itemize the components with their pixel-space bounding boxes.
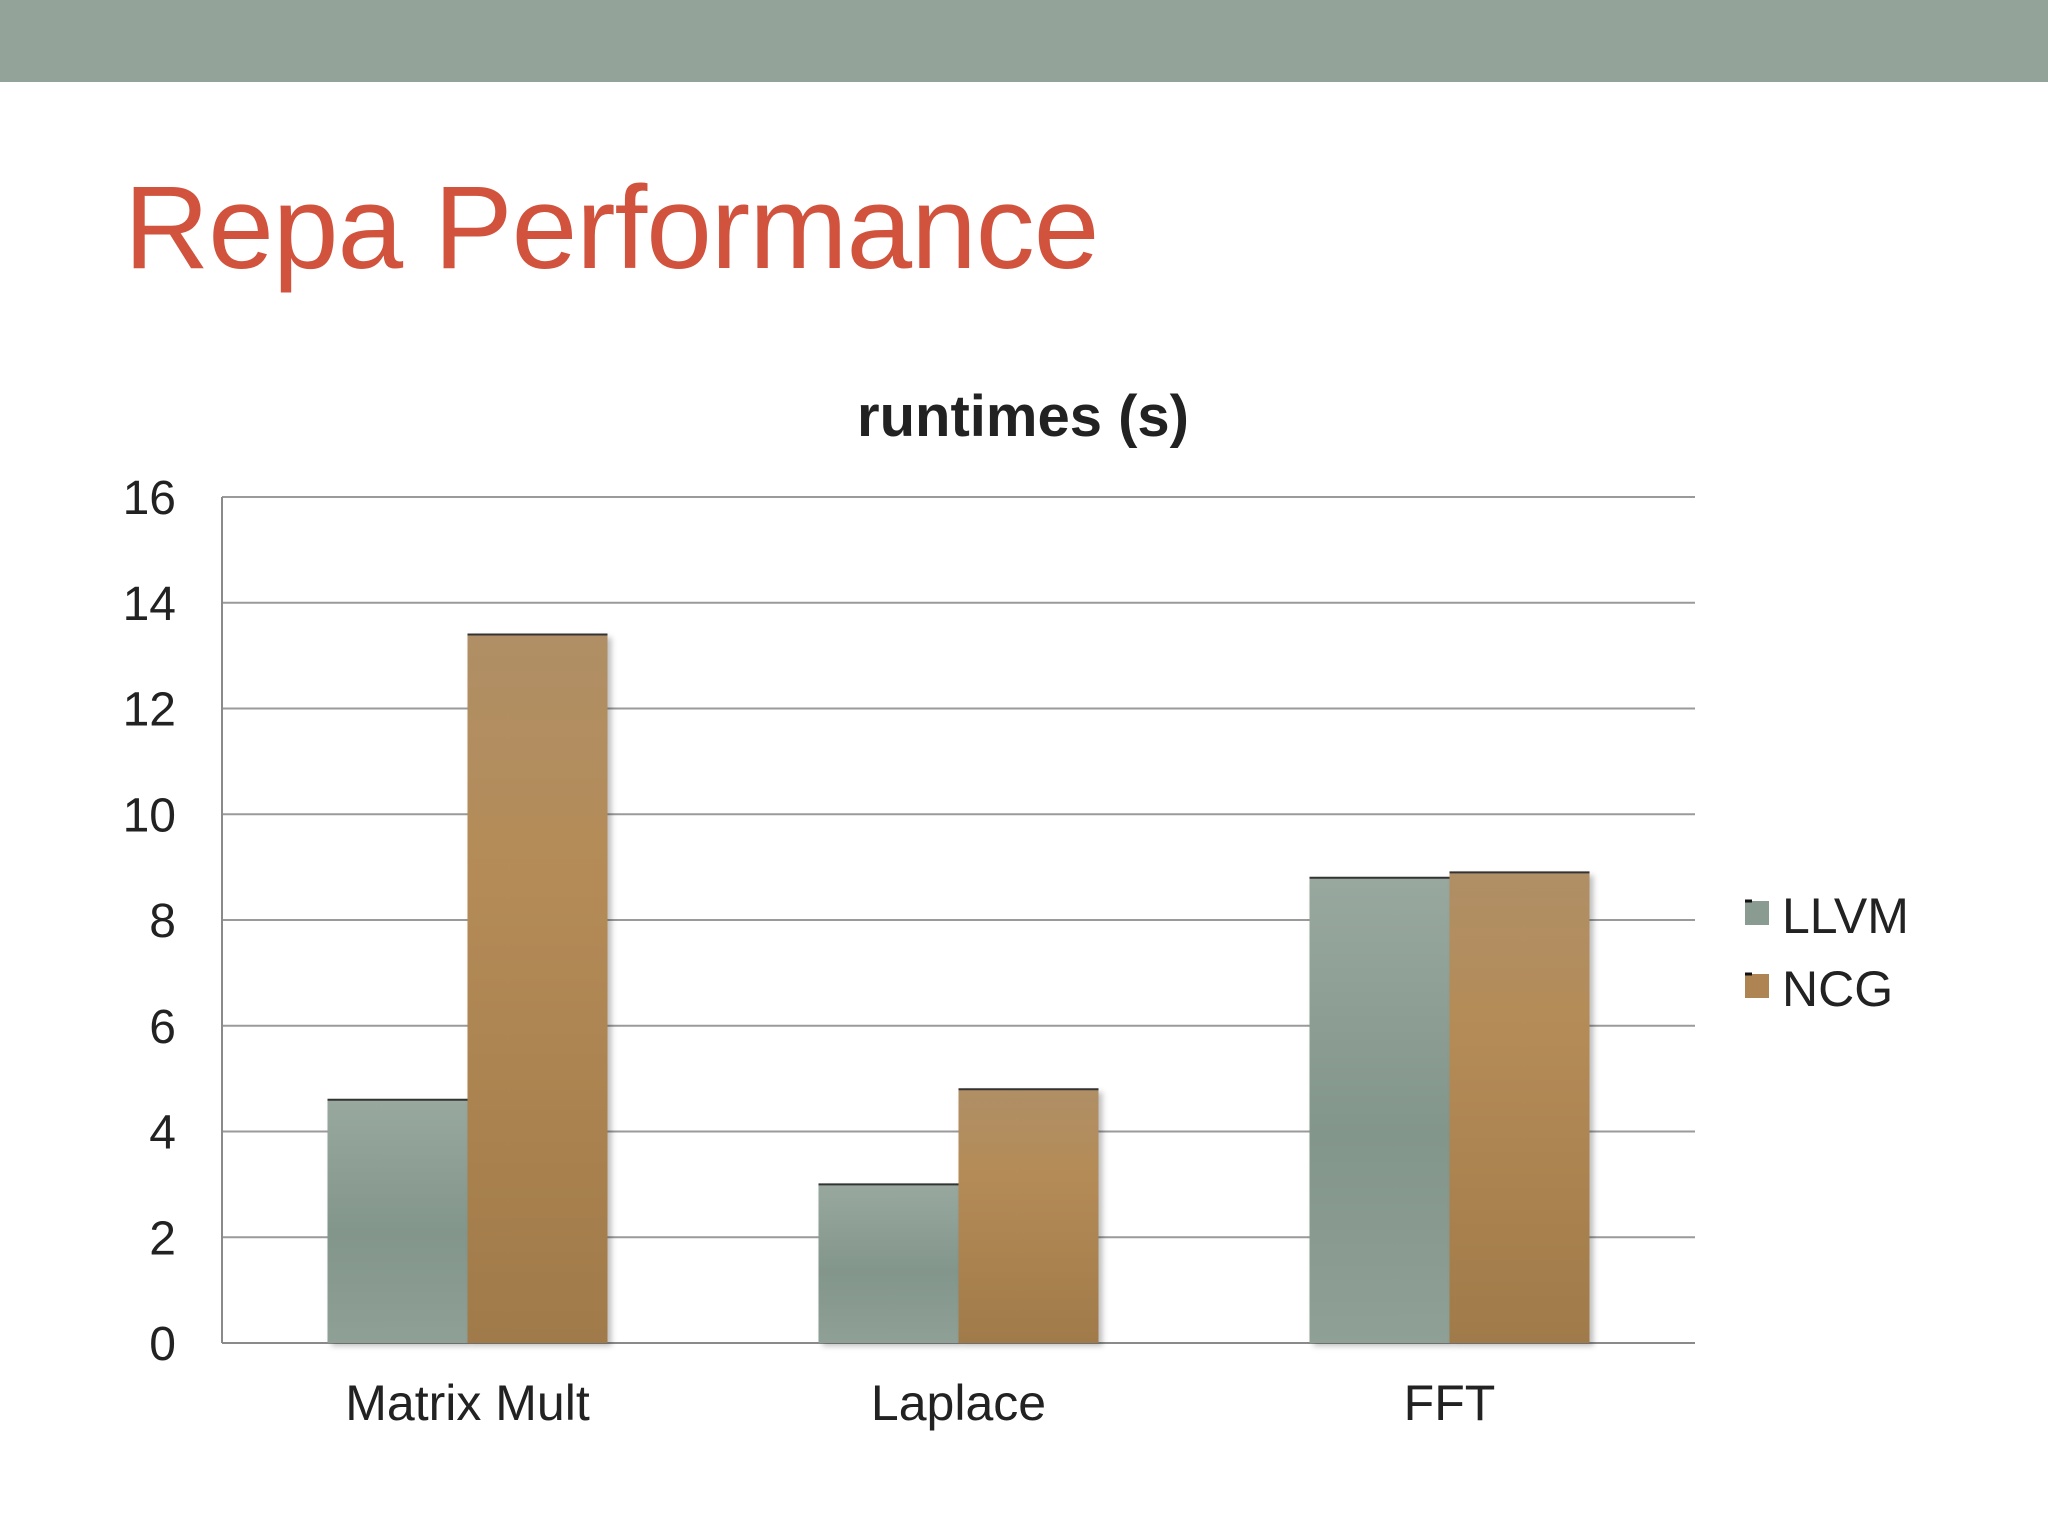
- bar-ncg-2: [958, 1089, 1099, 1343]
- y-axis-ticks: 0 2 4 6 8 10 12 14 16: [123, 472, 176, 1371]
- y-tick-label: 10: [123, 789, 176, 842]
- bar-llvm-2: [818, 1184, 959, 1343]
- y-tick-label: 6: [149, 1001, 176, 1054]
- top-banner: [0, 0, 2048, 82]
- legend-swatch-llvm: [1745, 901, 1769, 925]
- legend: LLVM NCG: [1745, 888, 1909, 1017]
- bar-ncg-3: [1449, 872, 1590, 1343]
- y-tick-label: 14: [123, 578, 176, 631]
- y-tick-label: 16: [123, 472, 176, 525]
- x-tick-label: FFT: [1404, 1375, 1496, 1431]
- bar-ncg-1: [467, 634, 608, 1343]
- y-tick-label: 0: [149, 1318, 176, 1371]
- legend-label-ncg: NCG: [1782, 961, 1893, 1017]
- x-tick-label: Matrix Mult: [345, 1375, 590, 1431]
- slide-title: Repa Performance: [124, 162, 1099, 294]
- y-tick-label: 4: [149, 1107, 176, 1160]
- bar-llvm-3: [1309, 877, 1450, 1343]
- bar-llvm-1: [327, 1099, 468, 1343]
- legend-label-llvm: LLVM: [1782, 888, 1909, 944]
- y-tick-label: 2: [149, 1212, 176, 1265]
- x-axis-labels: Matrix Mult Laplace FFT: [345, 1375, 1495, 1431]
- y-tick-label: 8: [149, 895, 176, 948]
- chart-title: runtimes (s): [857, 384, 1189, 449]
- x-tick-label: Laplace: [871, 1375, 1046, 1431]
- bars: [327, 633, 1590, 1343]
- legend-swatch-ncg: [1745, 974, 1769, 998]
- y-tick-label: 12: [123, 684, 176, 737]
